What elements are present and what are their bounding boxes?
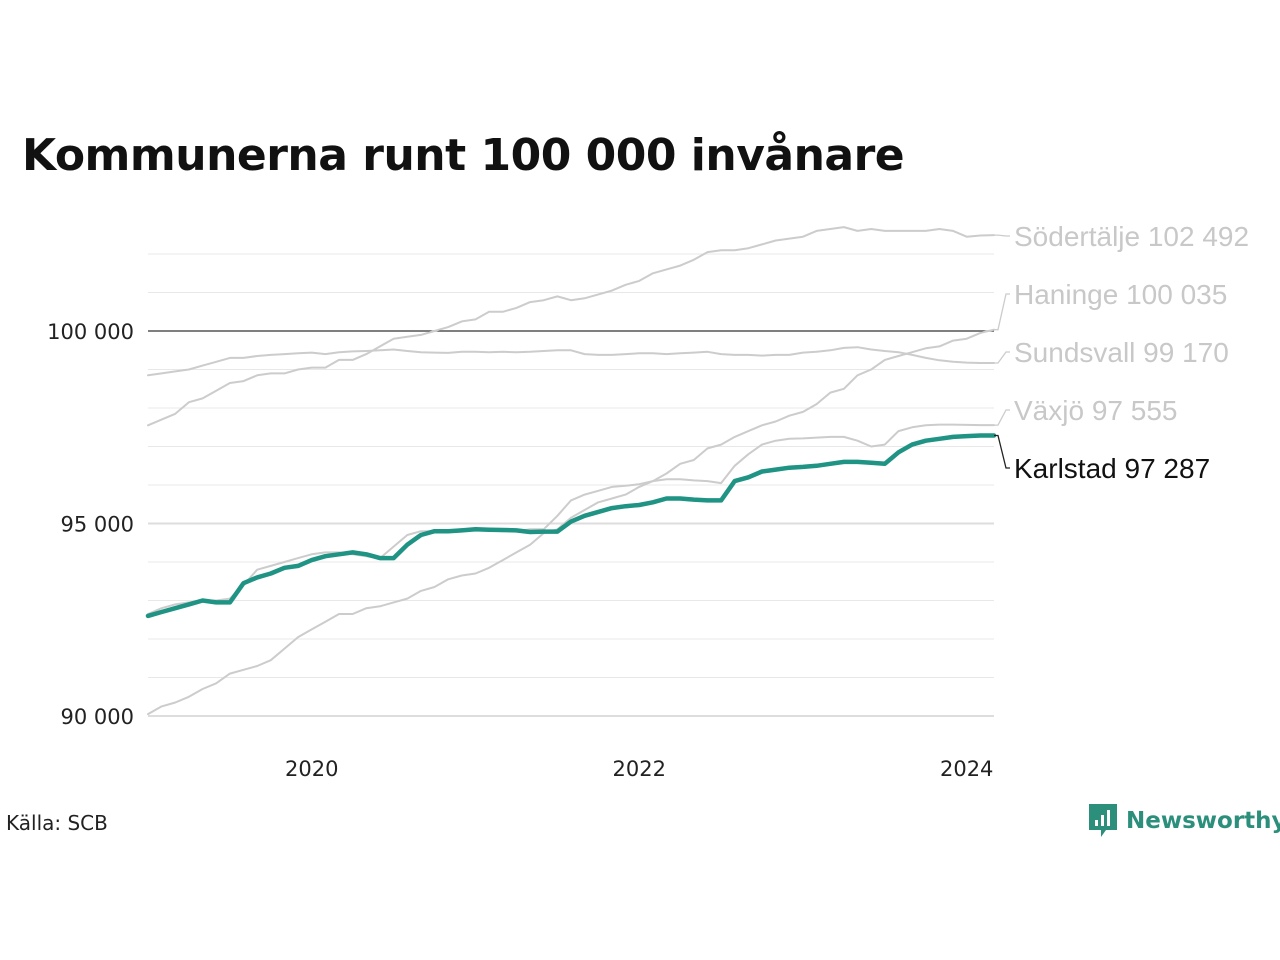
- series-line-sundsvall: [147, 346, 995, 377]
- series-end-labels: Södertälje 102 492 Haninge 100 035 Sundsva…: [994, 221, 1249, 484]
- series-line-haninge: [147, 328, 995, 716]
- y-tick-label: 100 000: [47, 320, 134, 344]
- series-label-v-xj-: Växjö 97 555: [1014, 395, 1177, 426]
- series-label-karlstad: Karlstad 97 287: [1014, 453, 1210, 484]
- gridlines: [148, 253, 994, 717]
- y-tick-label: 95 000: [61, 513, 134, 537]
- label-connector-karlstad: [994, 434, 1010, 469]
- source-note: Källa: SCB: [6, 811, 108, 835]
- series-line-s-dert-lje: [147, 226, 995, 427]
- series-line-v-xj-: [147, 423, 995, 615]
- bar-chart-speech-bubble-icon: [1089, 804, 1117, 837]
- label-connector-sundsvall: [994, 351, 1010, 364]
- label-connector-v-xj-: [994, 409, 1010, 426]
- brand-name: Newsworthy: [1126, 808, 1280, 834]
- label-connector-haninge: [994, 293, 1010, 331]
- x-tick-label: 2020: [285, 757, 338, 781]
- series-lines: [145, 226, 997, 716]
- series-label-haninge: Haninge 100 035: [1014, 279, 1227, 310]
- chart-title: Kommunerna runt 100 000 invånare: [22, 130, 905, 181]
- label-connector-s-dert-lje: [994, 234, 1010, 237]
- series-label-sundsvall: Sundsvall 99 170: [1014, 337, 1229, 368]
- x-tick-label: 2022: [612, 757, 665, 781]
- x-tick-label: 2024: [940, 757, 993, 781]
- y-tick-label: 90 000: [61, 705, 134, 729]
- x-axis-tick-labels: 2020 2022 2024: [285, 757, 993, 781]
- y-axis-tick-labels: 90 000 95 000 100 000: [47, 320, 134, 729]
- brand-logo: Newsworthy: [1088, 803, 1280, 839]
- series-label-s-dert-lje: Södertälje 102 492: [1014, 221, 1249, 252]
- series-line-karlstad: [145, 433, 997, 619]
